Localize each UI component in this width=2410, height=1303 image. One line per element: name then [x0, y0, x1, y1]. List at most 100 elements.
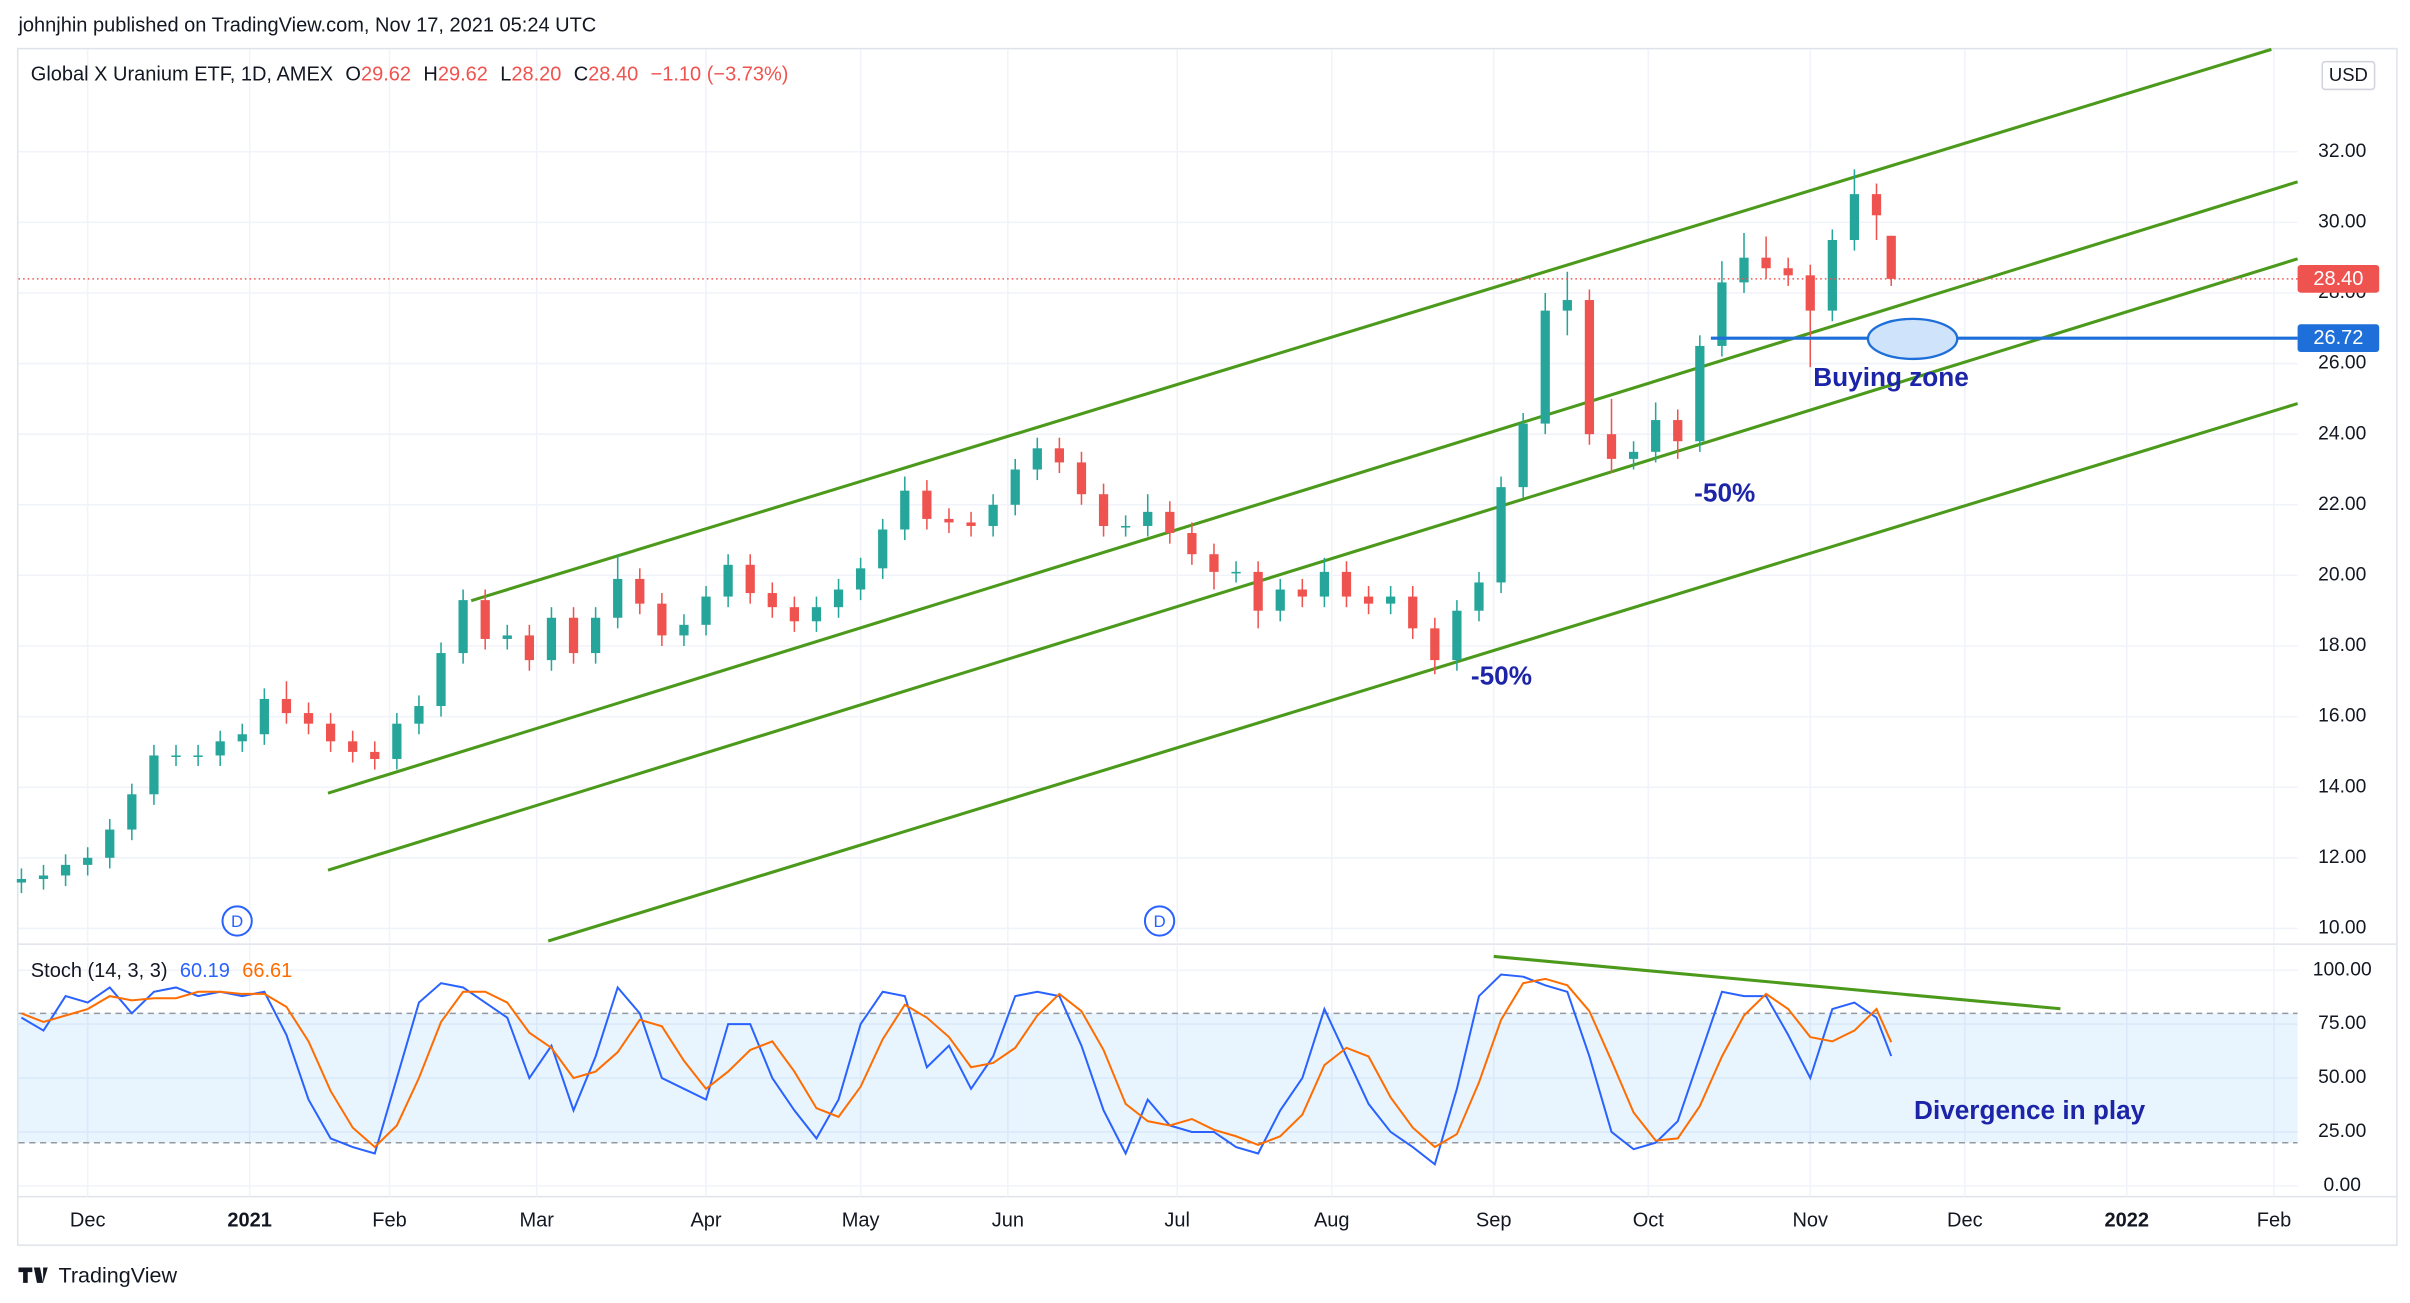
x-tick-label: Dec	[1947, 1210, 1983, 1232]
channel-line	[327, 180, 2299, 795]
legend-value: 66.61	[242, 960, 292, 982]
x-tick-label: Mar	[519, 1210, 554, 1232]
candle-body	[1341, 571, 1352, 597]
brand[interactable]: TradingView	[18, 1262, 178, 1287]
legend-change: −1.10 (−3.73%)	[651, 64, 789, 86]
candle-body	[1562, 300, 1572, 311]
candle-body	[568, 617, 579, 654]
candle-body	[1275, 589, 1285, 611]
candle-body	[679, 624, 689, 636]
x-tick-label: May	[842, 1210, 880, 1232]
event-label[interactable]: D	[1153, 912, 1165, 931]
channel-line	[470, 47, 2272, 603]
legend-value: 29.62	[361, 64, 411, 86]
candle-body	[1783, 268, 1793, 276]
legend-key: C	[574, 64, 588, 86]
annotation: -50%	[1694, 477, 1755, 507]
price-label: 26.72	[2313, 327, 2363, 349]
candle-body	[370, 751, 380, 759]
x-tick-label: 2021	[227, 1210, 272, 1232]
divergence-line	[1493, 954, 2061, 1011]
candle-body	[1849, 194, 1860, 241]
candle-body	[833, 589, 844, 608]
candle-body	[1518, 423, 1528, 488]
publish-note: johnjhin published on TradingView.com, N…	[17, 15, 596, 37]
candle-body	[988, 504, 998, 526]
event-circle[interactable]	[1143, 905, 1176, 937]
legend-value: 28.20	[511, 64, 561, 86]
candle-body	[325, 723, 336, 742]
candle-body	[1496, 487, 1506, 583]
legend-value: 28.40	[588, 64, 638, 86]
candle-body	[1231, 571, 1241, 574]
event-marker[interactable]: D	[1143, 905, 1176, 937]
y-tick-label: 20.00	[2318, 564, 2366, 585]
candle-body	[635, 578, 645, 604]
candle-body	[590, 617, 601, 654]
candle-body	[1871, 194, 1882, 216]
x-tick-label: Feb	[2257, 1210, 2291, 1232]
candle-body	[1628, 451, 1639, 459]
candle-body	[1143, 511, 1153, 526]
currency-box[interactable]	[2321, 60, 2376, 91]
y-tick-label: 26.00	[2318, 353, 2366, 374]
candle-body	[856, 568, 866, 590]
candle-body	[237, 734, 247, 742]
brand-name[interactable]: TradingView	[59, 1262, 178, 1287]
y-tick-label: 30.00	[2318, 211, 2366, 232]
y-tick-label: 0.00	[2324, 1175, 2361, 1196]
price-label: 28.40	[2313, 268, 2363, 290]
candle-body	[1452, 610, 1462, 661]
event-label[interactable]: D	[231, 912, 243, 931]
candle-body	[1761, 257, 1771, 269]
candle-body	[767, 593, 777, 608]
candle-body	[60, 864, 71, 876]
x-tick-label: Jul	[1164, 1210, 1190, 1232]
legend-value: 29.62	[438, 64, 488, 86]
candle-body	[900, 490, 910, 530]
candle-body	[657, 603, 667, 636]
candle-body	[127, 794, 137, 830]
candle-body	[1717, 282, 1727, 346]
channel	[327, 47, 2299, 1011]
legend-header: Global X Uranium ETF, 1D, AMEX O29.62 H29.…	[31, 64, 789, 86]
candle-body	[1584, 300, 1595, 435]
candle-body	[1386, 596, 1396, 604]
candle-body	[38, 875, 49, 880]
candle-body	[1673, 420, 1683, 442]
y-tick-label: 12.00	[2318, 847, 2366, 868]
legend-key: O	[345, 64, 361, 86]
candle-body	[1363, 596, 1374, 604]
stoch-legend: Stoch (14, 3, 3) 60.19 66.61	[31, 960, 293, 982]
candle-body	[1408, 596, 1418, 629]
y-tick-label: 50.00	[2318, 1067, 2366, 1088]
event-circle[interactable]	[221, 905, 253, 937]
candle-body	[480, 600, 490, 639]
candle-body	[193, 755, 203, 757]
candle-body	[701, 596, 711, 625]
candle-body	[878, 529, 888, 569]
candle-body	[215, 741, 225, 756]
y-tick-label: 25.00	[2318, 1121, 2366, 1142]
candle-body	[811, 607, 822, 622]
x-tick-label: 2022	[2105, 1210, 2150, 1232]
candle-body	[1739, 257, 1749, 283]
candle-body	[171, 755, 181, 757]
y-tick-label: 100.00	[2313, 959, 2372, 980]
event-marker[interactable]: D	[221, 905, 253, 937]
currency[interactable]: USD	[2329, 64, 2368, 85]
brand-logo[interactable]	[18, 1267, 48, 1283]
marks	[16, 169, 2298, 1166]
annotation: -50%	[1471, 661, 1532, 691]
candle-body	[1209, 554, 1219, 572]
candle-body	[502, 635, 512, 639]
legend-title: Stoch (14, 3, 3)	[31, 960, 168, 982]
candle-body	[1032, 448, 1042, 470]
x-tick-label: Oct	[1633, 1210, 1665, 1232]
candle-body	[1430, 628, 1440, 661]
x-tick-label: Apr	[690, 1210, 721, 1232]
candle-body	[1805, 275, 1815, 311]
x-tick-label: Jun	[992, 1210, 1024, 1232]
